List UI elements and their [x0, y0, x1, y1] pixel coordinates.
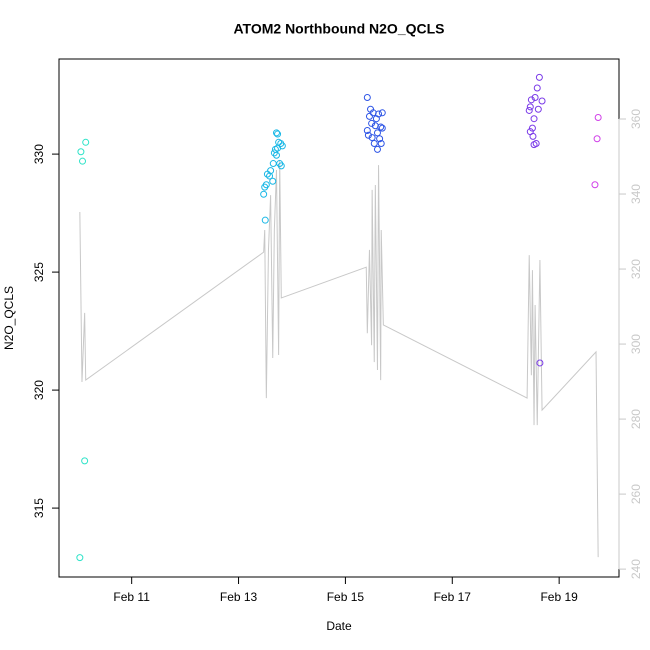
y2-tick-label: 260 — [629, 484, 643, 504]
point — [267, 167, 275, 175]
point — [261, 216, 269, 224]
point — [526, 103, 534, 111]
y2-tick-label: 300 — [629, 334, 643, 354]
y2-tick-label: 280 — [629, 409, 643, 429]
point — [76, 554, 84, 562]
x-tick-label: Feb 11 — [113, 590, 150, 604]
y2-tick-label: 340 — [629, 184, 643, 204]
point — [260, 190, 268, 198]
point — [528, 124, 536, 132]
point — [535, 73, 543, 81]
point — [593, 135, 601, 143]
point — [376, 135, 384, 143]
point — [363, 93, 371, 101]
point — [364, 131, 372, 139]
line — [79, 159, 599, 558]
point — [368, 119, 376, 127]
point — [262, 181, 270, 189]
point — [373, 129, 381, 137]
point — [81, 457, 89, 465]
point — [270, 149, 278, 157]
y2-tick-label: 360 — [629, 109, 643, 129]
y2-tick-label: 240 — [629, 559, 643, 579]
point — [363, 127, 371, 135]
point — [274, 130, 282, 138]
point — [370, 139, 378, 147]
point — [272, 151, 280, 159]
point — [533, 84, 541, 92]
point — [272, 129, 280, 137]
point — [531, 93, 539, 101]
y-tick-label: 325 — [32, 262, 46, 282]
y-axis-label: N2O_QCLS — [2, 286, 16, 350]
point — [368, 134, 376, 142]
point — [277, 162, 285, 170]
y-tick-label: 315 — [32, 498, 46, 518]
point — [529, 132, 537, 140]
point — [525, 106, 533, 114]
point — [373, 145, 381, 153]
x-tick-label: Feb 17 — [434, 590, 472, 604]
point — [538, 97, 546, 105]
point — [377, 123, 385, 131]
point — [530, 115, 538, 123]
point — [82, 138, 90, 146]
chart-title: ATOM2 Northbound N2O_QCLS — [233, 21, 444, 37]
y-tick-label: 330 — [32, 144, 46, 164]
x-tick-label: Feb 19 — [540, 590, 578, 604]
point — [375, 110, 383, 118]
x-axis-label: Date — [326, 619, 352, 633]
point — [377, 139, 385, 147]
point — [79, 157, 87, 165]
y-tick-label: 320 — [32, 380, 46, 400]
point — [269, 177, 277, 185]
y2-tick-label: 320 — [629, 259, 643, 279]
point — [527, 96, 535, 104]
x-tick-label: Feb 13 — [220, 590, 258, 604]
point — [534, 105, 542, 113]
point — [378, 109, 386, 117]
point — [530, 141, 538, 149]
x-tick-label: Feb 15 — [327, 590, 365, 604]
point — [365, 112, 373, 120]
point — [536, 359, 544, 367]
point — [77, 148, 85, 156]
point — [269, 160, 277, 168]
point — [378, 124, 386, 132]
point — [278, 142, 286, 150]
point — [591, 181, 599, 189]
point — [594, 114, 602, 122]
